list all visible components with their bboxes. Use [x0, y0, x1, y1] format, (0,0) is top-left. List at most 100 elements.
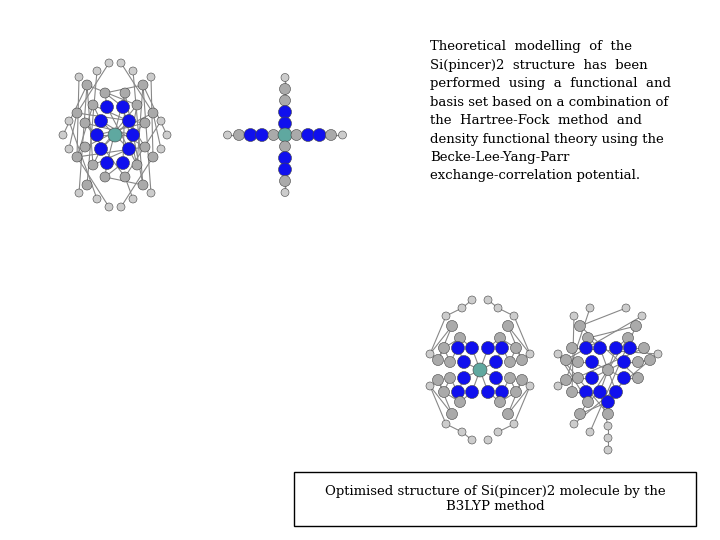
- Circle shape: [88, 100, 98, 110]
- Circle shape: [279, 84, 290, 94]
- Circle shape: [117, 100, 130, 113]
- Circle shape: [138, 80, 148, 90]
- Circle shape: [457, 372, 470, 384]
- Circle shape: [442, 312, 450, 320]
- Circle shape: [438, 387, 449, 397]
- Circle shape: [575, 321, 585, 332]
- Circle shape: [233, 130, 245, 140]
- Circle shape: [127, 129, 140, 141]
- FancyBboxPatch shape: [294, 472, 696, 526]
- Circle shape: [65, 117, 73, 125]
- Circle shape: [466, 386, 479, 399]
- Circle shape: [586, 428, 594, 436]
- Circle shape: [147, 189, 155, 197]
- Circle shape: [554, 382, 562, 390]
- Circle shape: [129, 67, 137, 75]
- Circle shape: [495, 386, 508, 399]
- Circle shape: [490, 372, 503, 384]
- Circle shape: [82, 80, 92, 90]
- Circle shape: [93, 195, 101, 203]
- Circle shape: [560, 375, 572, 386]
- Circle shape: [495, 341, 508, 354]
- Circle shape: [147, 73, 155, 81]
- Circle shape: [572, 373, 583, 383]
- Circle shape: [503, 321, 513, 332]
- Circle shape: [244, 129, 257, 141]
- Circle shape: [585, 355, 598, 368]
- Circle shape: [644, 354, 655, 366]
- Circle shape: [279, 105, 292, 118]
- Circle shape: [639, 342, 649, 354]
- Circle shape: [503, 408, 513, 420]
- Circle shape: [117, 59, 125, 67]
- Circle shape: [75, 73, 83, 81]
- Circle shape: [632, 373, 644, 383]
- Circle shape: [490, 355, 503, 368]
- Circle shape: [140, 118, 150, 128]
- Circle shape: [593, 386, 606, 399]
- Circle shape: [302, 129, 315, 141]
- Circle shape: [618, 372, 631, 384]
- Circle shape: [494, 304, 502, 312]
- Circle shape: [325, 130, 336, 140]
- Circle shape: [138, 180, 148, 190]
- Circle shape: [108, 128, 122, 142]
- Circle shape: [560, 354, 572, 366]
- Circle shape: [105, 59, 113, 67]
- Circle shape: [100, 88, 110, 98]
- Circle shape: [582, 333, 593, 343]
- Circle shape: [88, 160, 98, 170]
- Circle shape: [457, 355, 470, 368]
- Circle shape: [510, 312, 518, 320]
- Circle shape: [446, 408, 457, 420]
- Circle shape: [510, 387, 521, 397]
- Circle shape: [444, 356, 456, 368]
- Circle shape: [638, 312, 646, 320]
- Circle shape: [604, 434, 612, 442]
- Circle shape: [516, 375, 528, 386]
- Circle shape: [575, 408, 585, 420]
- Circle shape: [338, 131, 346, 139]
- Circle shape: [623, 333, 634, 343]
- Circle shape: [132, 100, 142, 110]
- Circle shape: [148, 108, 158, 118]
- Circle shape: [484, 296, 492, 304]
- Text: Theoretical  modelling  of  the
Si(pincer)2  structure  has  been
performed  usi: Theoretical modelling of the Si(pincer)2…: [430, 40, 671, 183]
- Circle shape: [163, 131, 171, 139]
- Circle shape: [433, 375, 444, 386]
- Circle shape: [223, 131, 232, 139]
- Circle shape: [526, 382, 534, 390]
- Circle shape: [93, 67, 101, 75]
- Circle shape: [593, 341, 606, 354]
- Circle shape: [618, 355, 631, 368]
- Circle shape: [279, 163, 292, 176]
- Circle shape: [59, 131, 67, 139]
- Circle shape: [458, 304, 466, 312]
- Circle shape: [580, 341, 593, 354]
- Circle shape: [140, 142, 150, 152]
- Circle shape: [554, 350, 562, 358]
- Circle shape: [281, 188, 289, 197]
- Circle shape: [624, 341, 636, 354]
- Circle shape: [94, 143, 107, 156]
- Circle shape: [72, 152, 82, 162]
- Circle shape: [570, 420, 578, 428]
- Circle shape: [279, 176, 290, 186]
- Circle shape: [438, 342, 449, 354]
- Circle shape: [122, 143, 135, 156]
- Circle shape: [451, 341, 464, 354]
- Circle shape: [505, 356, 516, 368]
- Circle shape: [444, 373, 456, 383]
- Circle shape: [567, 387, 577, 397]
- Circle shape: [510, 420, 518, 428]
- Circle shape: [122, 114, 135, 127]
- Circle shape: [279, 141, 290, 152]
- Circle shape: [117, 157, 130, 170]
- Circle shape: [446, 321, 457, 332]
- Circle shape: [601, 395, 614, 408]
- Circle shape: [505, 373, 516, 383]
- Circle shape: [516, 354, 528, 366]
- Circle shape: [100, 172, 110, 182]
- Circle shape: [157, 117, 165, 125]
- Circle shape: [451, 386, 464, 399]
